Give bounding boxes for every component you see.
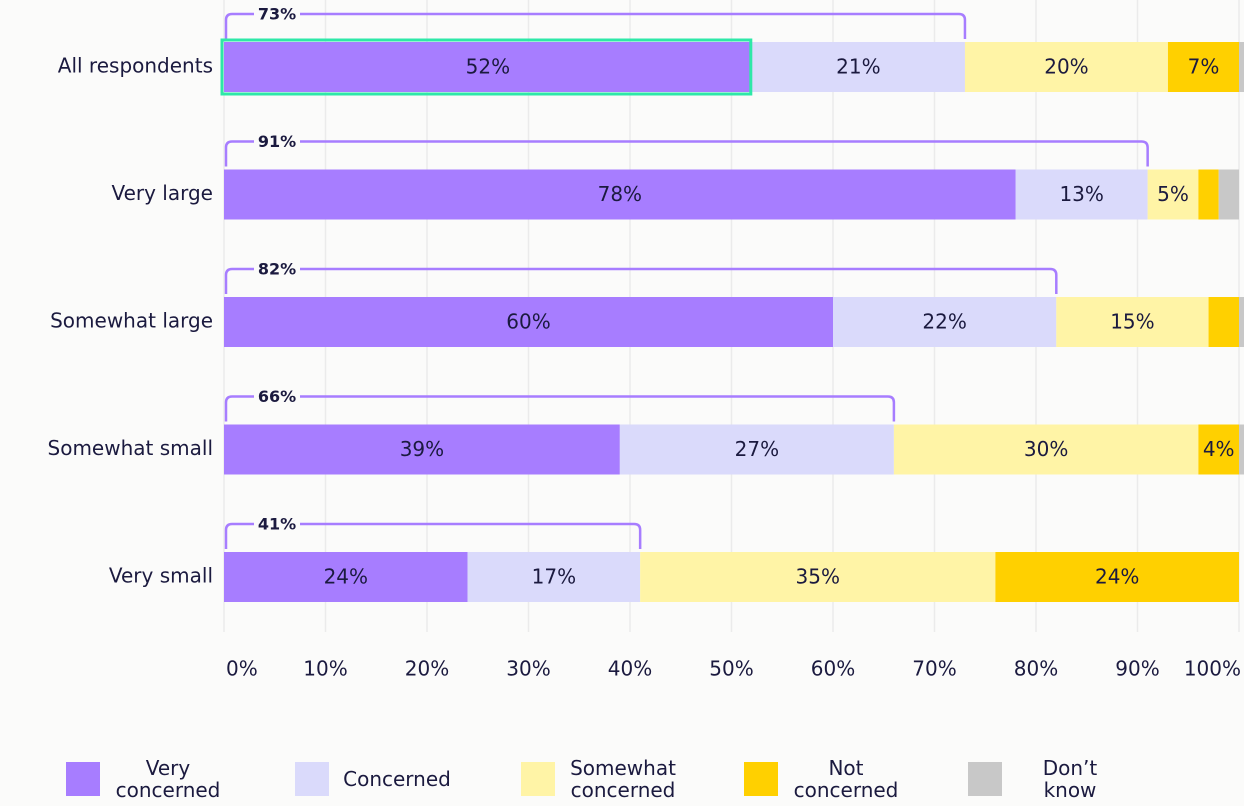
total-bracket [224, 140, 1149, 167]
value-label: 7% [1188, 55, 1220, 79]
x-tick-label: 80% [1014, 657, 1058, 681]
bar-segment [224, 297, 833, 347]
bar-segment [1239, 42, 1244, 92]
x-tick-label: 70% [912, 657, 956, 681]
bar-segment [1147, 169, 1199, 220]
bar-segment [1167, 42, 1239, 92]
value-label: 30% [1024, 437, 1068, 461]
chart: 0% 10% 20% 30% 40% 50% 60% 70% 80% 90% 100% All res… [48, 0, 1244, 681]
value-label: 52% [466, 55, 510, 79]
highlight-box [220, 38, 753, 96]
x-tick-label: 20% [405, 657, 449, 681]
legend-label: Somewhat concerned [570, 756, 676, 802]
category-label: Somewhat large [50, 309, 213, 333]
legend-swatch [521, 762, 555, 796]
bar-segment [640, 552, 996, 602]
bar-segment [224, 552, 468, 602]
legend-swatch [968, 762, 1002, 796]
category-label: Somewhat small [48, 436, 213, 460]
total-label-bg [254, 131, 300, 152]
legend-label: Concerned [343, 767, 451, 791]
total-label-bg [254, 386, 300, 407]
bar-segment [1239, 424, 1244, 475]
total-label: 41% [258, 515, 296, 534]
legend-swatch [66, 762, 100, 796]
value-label: 78% [598, 182, 642, 206]
x-tick-label: 0% [226, 657, 258, 681]
total-bracket [224, 522, 642, 549]
value-label: 24% [1095, 565, 1139, 589]
x-tick-label: 10% [303, 657, 347, 681]
legend-swatch [744, 762, 778, 796]
legend-item: Very concerned [66, 752, 224, 806]
bar-segment [1239, 297, 1244, 347]
value-label: 60% [506, 310, 550, 334]
value-label: 4% [1203, 437, 1235, 461]
total-label: 82% [258, 260, 296, 279]
bar-segment [1208, 297, 1239, 347]
value-label: 17% [532, 565, 576, 589]
category-label: All respondents [58, 54, 213, 78]
bar-segment [751, 42, 965, 92]
legend-label: Very concerned [115, 756, 221, 802]
total-label-bg [254, 4, 300, 24]
bar-segment [224, 424, 620, 475]
total-bracket [224, 267, 1058, 294]
bar-segment [1198, 424, 1239, 475]
legend-swatch [295, 762, 329, 796]
legend-label: Not concerned [793, 756, 899, 802]
bar-segment [467, 552, 641, 602]
bar-segment [1056, 297, 1209, 347]
x-tick-label: 60% [811, 657, 855, 681]
category-label: Very large [111, 181, 213, 205]
bar-segment [1015, 169, 1148, 220]
value-label: 13% [1059, 182, 1103, 206]
category-label: Very small [109, 564, 213, 588]
value-label: 27% [735, 437, 779, 461]
total-label: 66% [258, 387, 296, 406]
value-label: 21% [836, 55, 880, 79]
total-label: 91% [258, 132, 296, 151]
value-label: 39% [400, 437, 444, 461]
legend-label: Don’t know [1042, 756, 1098, 802]
bar-segment [833, 297, 1057, 347]
value-label: 5% [1157, 182, 1189, 206]
x-tick-label: 30% [506, 657, 550, 681]
value-label: 22% [922, 310, 966, 334]
x-tick-label: 100% [1184, 657, 1241, 681]
bar-segment [224, 169, 1016, 220]
total-bracket [224, 12, 967, 39]
value-label: 24% [324, 565, 368, 589]
bar-segment [893, 424, 1199, 475]
value-label: 20% [1044, 55, 1088, 79]
value-label: 35% [796, 565, 840, 589]
bar-segment [1198, 169, 1219, 220]
bar-segment [995, 552, 1239, 602]
x-tick-label: 50% [709, 657, 753, 681]
bar-segment [224, 42, 752, 92]
total-label-bg [254, 514, 300, 534]
x-tick-label: 40% [608, 657, 652, 681]
total-bracket [224, 395, 896, 422]
bar-segment [964, 42, 1168, 92]
legend: Very concerned Concerned Somewhat concerne… [0, 752, 1244, 806]
legend-item: Not concerned [744, 752, 902, 806]
legend-item: Concerned [295, 752, 453, 806]
legend-item: Somewhat concerned [521, 752, 679, 806]
bar-segment [1218, 169, 1239, 220]
value-label: 15% [1110, 310, 1154, 334]
total-label: 73% [258, 5, 296, 24]
total-label-bg [254, 259, 300, 279]
legend-item: Don’t know [968, 752, 1126, 806]
x-tick-label: 90% [1115, 657, 1159, 681]
bar-segment [619, 424, 894, 475]
